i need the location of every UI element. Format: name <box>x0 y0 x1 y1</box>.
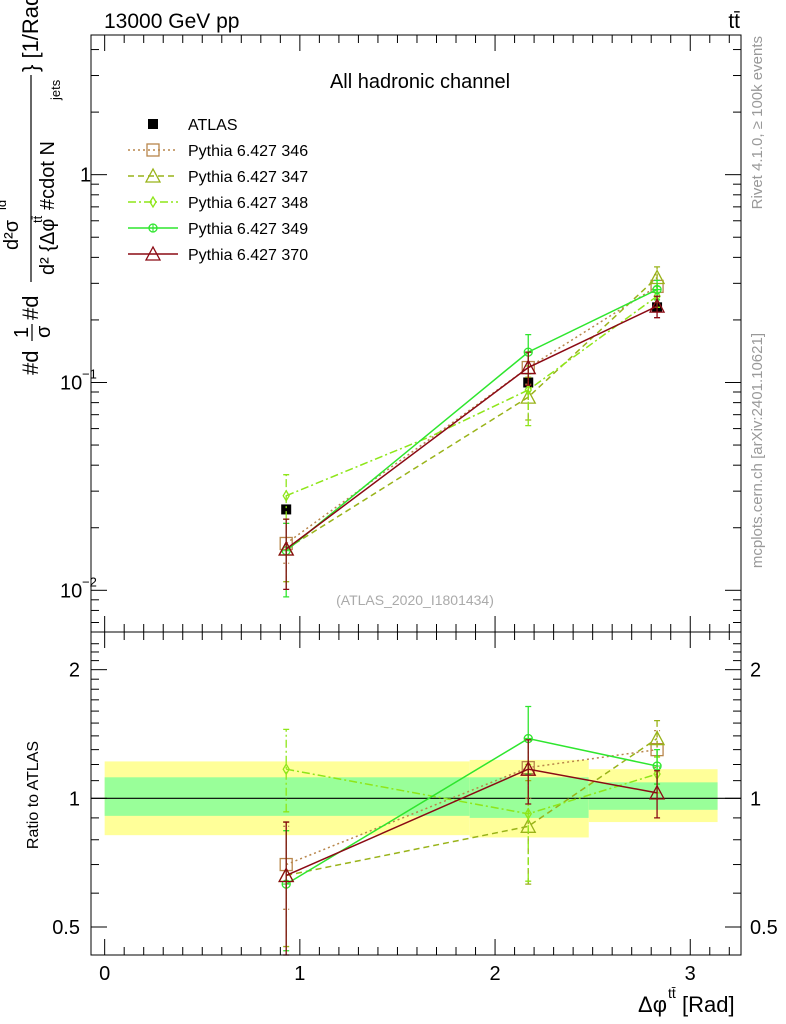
main-line-p346 <box>285 285 658 545</box>
main-errbar-p370 <box>283 518 290 591</box>
ratio-point-p348 <box>282 762 290 776</box>
legend-marker <box>148 119 158 129</box>
ratio-point-p370 <box>520 760 537 776</box>
ratio-ytick-label: 1 <box>69 788 80 810</box>
main-point-p348 <box>282 489 290 503</box>
ylabel-denominator-sub: jets <box>48 79 63 101</box>
legend-marker <box>149 195 157 209</box>
ratio-errbar-p370 <box>283 821 290 956</box>
main-point-p370 <box>520 359 537 375</box>
ratio-band-inner <box>104 777 470 816</box>
main-title: All hadronic channel <box>330 71 510 93</box>
legend-marker-cross <box>149 224 157 232</box>
main-errbar-p370 <box>525 351 532 386</box>
main-point-p370 <box>278 540 295 556</box>
main-ytick-exp: −2 <box>82 574 97 589</box>
xlabel-sup: tt̄ <box>668 985 676 1001</box>
ratio-band-inner <box>469 777 589 818</box>
main-ytick-exp: −1 <box>82 366 97 381</box>
legend-label: Pythia 6.427 370 <box>188 247 308 264</box>
ratio-point-p347 <box>648 730 666 746</box>
legend-marker <box>144 245 162 261</box>
ratio-xtick-label: 1 <box>294 963 305 985</box>
main-ylabel: #d 1 σ #d d²σ id d² {Δφ tt̄ #cdot N jets… <box>0 0 63 375</box>
legend-marker <box>146 143 160 157</box>
legend-label: ATLAS <box>188 117 238 134</box>
atlas-point <box>281 504 292 515</box>
ylabel-numerator-sup: id <box>0 200 9 210</box>
rivet-label: Rivet 4.1.0, ≥ 100k events <box>749 36 766 209</box>
ratio-errbar-p370 <box>654 770 661 819</box>
main-series-p349 <box>281 279 662 598</box>
ylabel-denominator-sup: tt̄ <box>30 215 45 223</box>
main-ytick-label: 10 <box>60 372 82 394</box>
main-series-p370 <box>278 295 666 591</box>
ratio-band-inner <box>588 782 718 810</box>
energy-label: 13000 GeV pp <box>104 10 239 33</box>
ratio-point-p349 <box>652 761 662 771</box>
ratio-ytick-label-right: 1 <box>750 788 761 810</box>
main-point-p370 <box>648 297 666 313</box>
ratio-xtick-label: 3 <box>685 963 696 985</box>
main-series-p348 <box>282 285 661 520</box>
atlas-data <box>281 302 663 515</box>
main-line-p370 <box>285 305 658 550</box>
ylabel-d1: #d <box>18 351 43 375</box>
ratio-point-p349-cross <box>653 762 662 771</box>
ratio-panel: 0.5 0.5 1 1 2 2 0 1 2 3 <box>52 631 778 985</box>
ratio-ytick-label-right: 2 <box>750 660 761 682</box>
main-point-p349-cross <box>653 285 662 294</box>
ratio-errbar-p370 <box>525 739 532 805</box>
ratio-line-p347 <box>286 737 658 877</box>
xlabel-symbol: Δφ <box>638 992 667 1017</box>
main-line-p348 <box>285 295 658 497</box>
ratio-point-p370 <box>648 784 666 800</box>
ratio-xtick-label: 0 <box>99 963 110 985</box>
main-point-p348 <box>524 383 532 397</box>
legend-label: Pythia 6.427 348 <box>188 195 308 212</box>
x-axis-label: Δφ tt̄ [Rad] <box>638 985 735 1017</box>
main-line-p347 <box>285 276 658 550</box>
process-label: tt̄ <box>728 10 740 33</box>
ylabel-denominator-cdot: #cdot N <box>37 141 59 210</box>
main-series-p346 <box>279 274 664 564</box>
ylabel-denominator: d² {Δφ <box>37 219 59 275</box>
ratio-ytick-label: 0.5 <box>52 917 80 939</box>
ratio-xtick-label: 2 <box>489 963 500 985</box>
ratio-errbar-p348 <box>283 728 290 813</box>
ratio-frame <box>90 631 742 956</box>
legend-label: Pythia 6.427 349 <box>188 221 308 238</box>
ylabel-numerator: d²σ <box>1 219 23 250</box>
ratio-ytick-label-right: 0.5 <box>750 917 778 939</box>
ylabel-frac-num-1: 1 <box>11 327 33 338</box>
mcplots-label: mcplots.cern.ch [arXiv:2401.10621] <box>749 333 766 568</box>
ratio-point-p348 <box>524 807 532 821</box>
main-ytick-label: 10 <box>60 580 82 602</box>
legend-marker <box>144 167 162 183</box>
ratio-ytick-label: 2 <box>69 660 80 682</box>
main-panel: 10 −210 −11 All hadronic channel (ATLAS_20… <box>60 34 742 633</box>
legend: ATLAS Pythia 6.427 346 Pythia 6.427 347 Pyt… <box>128 117 308 264</box>
ylabel-frac-den-sigma: σ <box>33 325 55 338</box>
ratio-point-p370 <box>278 867 295 883</box>
ylabel-unit: } [1/Rad] <box>18 0 43 72</box>
main-point-p349 <box>652 284 662 295</box>
watermark: (ATLAS_2020_I1801434) <box>336 592 494 608</box>
ylabel-d2: #d <box>18 296 43 320</box>
main-ytick-label: 1 <box>80 165 91 187</box>
legend-marker <box>148 223 158 233</box>
legend-label: Pythia 6.427 346 <box>188 143 308 160</box>
ratio-ylabel: Ratio to ATLAS <box>25 741 42 849</box>
legend-label: Pythia 6.427 347 <box>188 169 308 186</box>
xlabel-unit: [Rad] <box>682 992 735 1017</box>
